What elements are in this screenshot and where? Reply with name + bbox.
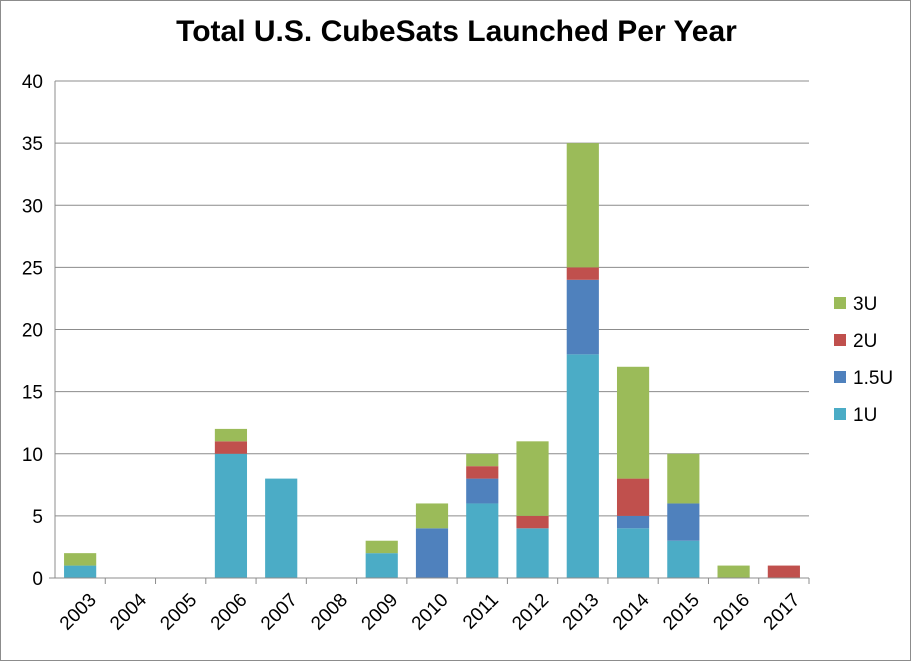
legend-item: 2U (834, 331, 877, 352)
legend-swatch (834, 334, 846, 346)
bar-segment (214, 453, 248, 578)
x-tick-label: 2010 (408, 590, 453, 635)
bar-segment (767, 565, 800, 578)
x-tick-label: 2009 (358, 590, 403, 635)
x-tick-label: 2016 (709, 590, 754, 635)
x-tick-label: 2008 (307, 590, 352, 635)
bar-segment (516, 515, 549, 529)
legend: 3U 2U 1.5U 1U (834, 294, 893, 426)
bar-segment (566, 143, 599, 268)
x-axis-ticks: 2003 2004 2005 2006 2007 2008 2009 2010 2011 2012… (56, 589, 804, 634)
bar-segment (667, 453, 700, 504)
bar-segment (365, 540, 398, 554)
y-tick-label: 10 (22, 445, 43, 466)
bar-segment (516, 441, 549, 516)
bars (64, 143, 800, 578)
bar-segment (64, 553, 97, 566)
legend-label: 1.5U (853, 368, 893, 389)
x-tick-label: 2004 (106, 589, 151, 634)
legend-item: 1U (834, 405, 877, 426)
x-tick-label: 2012 (508, 590, 553, 635)
bar-segment (415, 503, 449, 529)
bar-segment (415, 528, 449, 578)
axes (49, 81, 810, 584)
x-tick-label: 2006 (207, 590, 252, 635)
bar-segment (265, 478, 298, 578)
y-tick-label: 40 (22, 72, 43, 93)
chart-title: Total U.S. CubeSats Launched Per Year (176, 15, 737, 48)
legend-label: 2U (853, 331, 877, 352)
y-tick-label: 20 (22, 321, 43, 342)
legend-item: 3U (834, 294, 877, 315)
legend-label: 1U (853, 405, 877, 426)
legend-label: 3U (853, 294, 877, 315)
gridlines (55, 80, 809, 517)
bar-segment (616, 515, 650, 529)
bar-segment (566, 354, 599, 578)
x-tick-label: 2013 (559, 590, 604, 635)
bar-segment (667, 540, 700, 578)
bar-segment (466, 453, 499, 467)
bar-segment (616, 366, 650, 479)
legend-swatch (834, 371, 846, 383)
legend-swatch (834, 297, 846, 309)
bar-segment (466, 503, 499, 578)
y-tick-label: 5 (32, 507, 43, 528)
y-tick-label: 15 (22, 383, 43, 404)
y-tick-label: 35 (22, 134, 43, 155)
legend-swatch (834, 408, 846, 420)
bar-segment (214, 441, 248, 454)
bar-segment (566, 279, 599, 355)
x-tick-label: 2017 (760, 590, 805, 635)
x-tick-label: 2005 (157, 590, 202, 635)
x-tick-label: 2014 (609, 589, 654, 634)
x-tick-label: 2007 (257, 590, 302, 635)
x-tick-label: 2003 (56, 590, 101, 635)
y-axis-ticks: 0 5 10 15 20 25 30 35 40 (22, 72, 43, 590)
y-tick-label: 30 (22, 196, 43, 217)
bar-segment (365, 553, 398, 578)
bar-segment (466, 466, 499, 479)
bar-segment (667, 503, 700, 541)
y-tick-label: 25 (22, 258, 43, 279)
bar-segment (566, 267, 599, 280)
bar-segment (466, 478, 499, 504)
bar-segment (616, 478, 650, 516)
legend-item: 1.5U (834, 368, 893, 389)
bar-segment (616, 528, 650, 578)
bar-segment (214, 428, 248, 442)
x-tick-label: 2015 (659, 590, 704, 635)
bar-segment (516, 528, 549, 578)
bar-segment (64, 565, 97, 578)
x-tick-label: 2011 (459, 590, 503, 634)
bar-segment (717, 565, 750, 578)
y-tick-label: 0 (32, 569, 43, 590)
